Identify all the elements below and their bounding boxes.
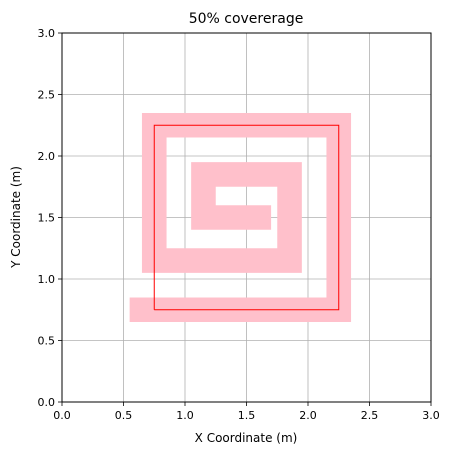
x-tick-label-6: 3.0	[422, 409, 440, 422]
y-tick-label-5: 2.5	[38, 89, 56, 102]
x-axis-ticks: 0.0 0.5 1.0 1.5 2.0 2.5 3.0	[53, 402, 440, 422]
x-tick-label-1: 0.5	[115, 409, 133, 422]
x-axis-label: X Coordinate (m)	[195, 431, 298, 445]
y-tick-label-0: 0.0	[38, 396, 56, 409]
y-tick-label-1: 0.5	[38, 335, 56, 348]
x-tick-label-4: 2.0	[299, 409, 317, 422]
x-tick-label-5: 2.5	[361, 409, 379, 422]
chart-title: 50% covererage	[189, 11, 304, 27]
y-axis-label: Y Coordinate (m)	[9, 166, 23, 269]
boundary-group	[153, 124, 340, 311]
y-tick-label-3: 1.5	[38, 212, 56, 225]
y-tick-label-6: 3.0	[38, 27, 56, 40]
y-tick-label-2: 1.0	[38, 273, 56, 286]
x-tick-label-2: 1.0	[176, 409, 194, 422]
y-axis-ticks: 0.0 0.5 1.0 1.5 2.0 2.5 3.0	[38, 27, 62, 409]
y-tick-label-4: 2.0	[38, 150, 56, 163]
boundary-line	[153, 124, 340, 311]
x-tick-label-3: 1.5	[238, 409, 256, 422]
x-tick-label-0: 0.0	[53, 409, 71, 422]
